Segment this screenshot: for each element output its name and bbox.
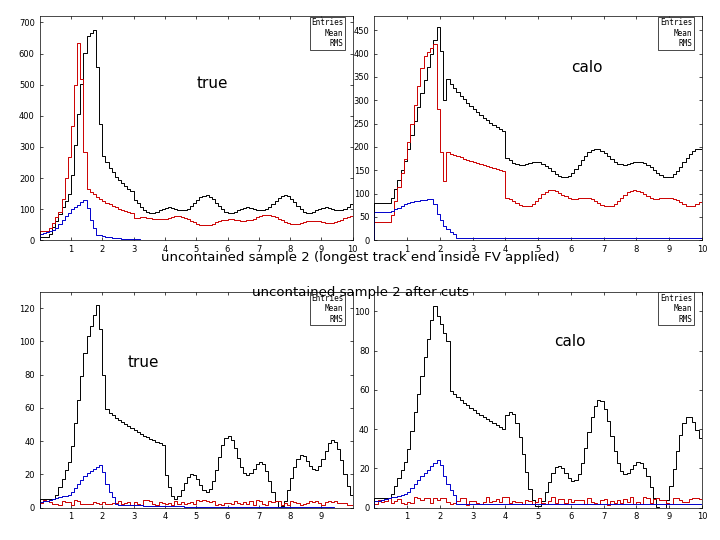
Text: calo: calo: [571, 60, 603, 75]
Text: true: true: [196, 76, 228, 91]
Text: Entries
Mean
RMS: Entries Mean RMS: [311, 294, 343, 323]
Text: calo: calo: [554, 334, 586, 349]
Text: Entries
Mean
RMS: Entries Mean RMS: [311, 18, 343, 48]
Text: uncontained sample 2 after cuts: uncontained sample 2 after cuts: [251, 286, 469, 299]
Text: true: true: [127, 355, 159, 370]
Text: uncontained sample 2 (longest track end inside FV applied): uncontained sample 2 (longest track end …: [161, 251, 559, 264]
Text: Entries
Mean
RMS: Entries Mean RMS: [660, 18, 692, 48]
Text: Entries
Mean
RMS: Entries Mean RMS: [660, 294, 692, 323]
